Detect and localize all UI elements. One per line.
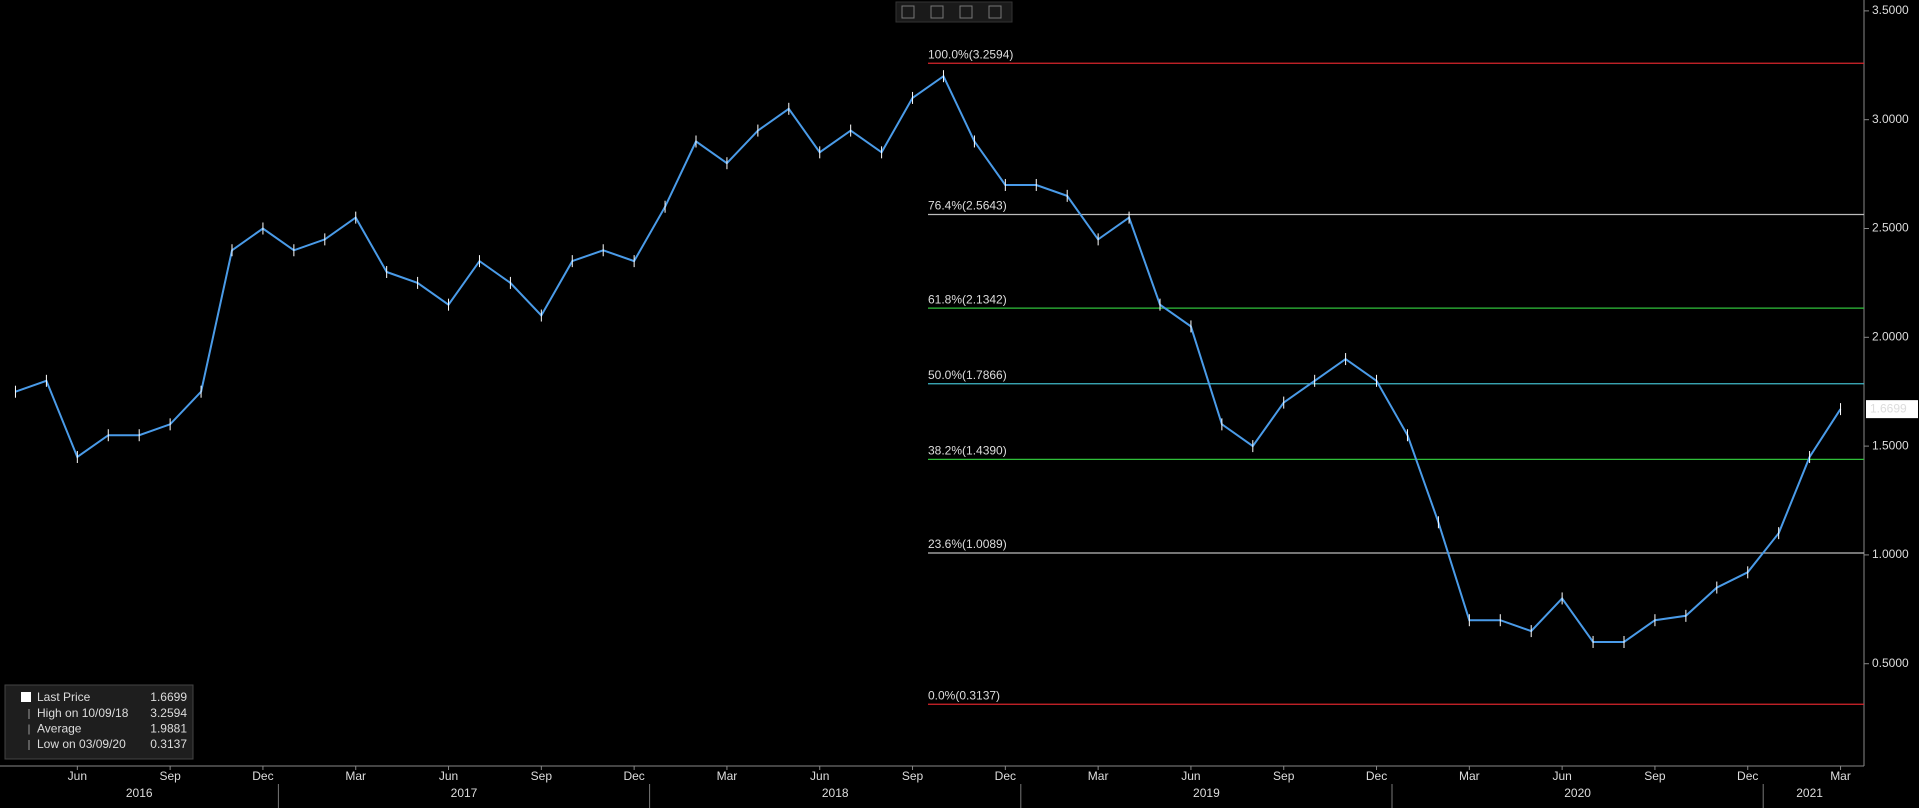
fib-label: 76.4%(2.5643) [928,199,1007,213]
legend-value: 1.6699 [150,690,187,704]
x-tick-label: Dec [623,769,644,783]
toolbar [895,1,1013,23]
legend-box [4,684,194,760]
x-tick-label: Sep [1273,769,1295,783]
y-tick-label: 0.5000 [1872,656,1909,670]
x-tick-label: Jun [810,769,829,783]
x-tick-label: Sep [531,769,553,783]
legend-label: High on 10/09/18 [37,706,129,720]
x-tick-label: Dec [995,769,1016,783]
year-label: 2021 [1796,786,1823,800]
y-tick-label: 1.5000 [1872,438,1909,452]
y-tick-label: 2.0000 [1872,329,1909,343]
price-line [15,74,1842,643]
x-tick-label: Dec [252,769,273,783]
x-tick-label: Jun [1181,769,1200,783]
fib-label: 23.6%(1.0089) [928,537,1007,551]
legend-label: Average [37,722,82,736]
legend-value: 0.3137 [150,737,187,751]
x-tick-label: Dec [1366,769,1387,783]
x-tick-label: Jun [1552,769,1571,783]
year-label: 2019 [1193,786,1220,800]
last-price-tag-label: 1.6699 [1870,401,1907,415]
fib-label: 61.8%(2.1342) [928,292,1007,306]
fib-label: 0.0%(0.3137) [928,688,1000,702]
legend-label: Low on 03/09/20 [37,737,126,751]
toolbar-bg [895,1,1013,23]
last-price-tag [1866,400,1918,419]
x-tick-label: Sep [1644,769,1666,783]
x-tick-label: Mar [717,769,738,783]
zoom-button[interactable] [988,5,1002,19]
x-tick-label: Jun [68,769,87,783]
y-tick-label: 3.0000 [1872,112,1909,126]
year-label: 2020 [1564,786,1591,800]
legend-swatch [21,692,31,702]
x-tick-label: Mar [1459,769,1480,783]
x-tick-label: Jun [439,769,458,783]
x-tick-label: Sep [902,769,924,783]
x-tick-label: Mar [345,769,366,783]
x-tick-label: Mar [1088,769,1109,783]
year-label: 2017 [451,786,478,800]
fib-label: 100.0%(3.2594) [928,47,1013,61]
y-tick-label: 2.5000 [1872,221,1909,235]
x-tick-label: Mar [1830,769,1851,783]
legend-value: 3.2594 [150,706,187,720]
fib-label: 50.0%(1.7866) [928,368,1007,382]
draw-button[interactable] [930,5,944,19]
legend-value: 1.9881 [150,722,187,736]
x-tick-label: Sep [159,769,181,783]
year-label: 2016 [126,786,153,800]
y-tick-label: 1.0000 [1872,547,1909,561]
fib-label: 38.2%(1.4390) [928,444,1007,458]
legend-label: Last Price [37,690,91,704]
year-label: 2018 [822,786,849,800]
y-tick-label: 3.5000 [1872,3,1909,17]
table-button[interactable] [959,5,973,19]
x-tick-label: Dec [1737,769,1758,783]
crosshair-button[interactable] [901,5,915,19]
